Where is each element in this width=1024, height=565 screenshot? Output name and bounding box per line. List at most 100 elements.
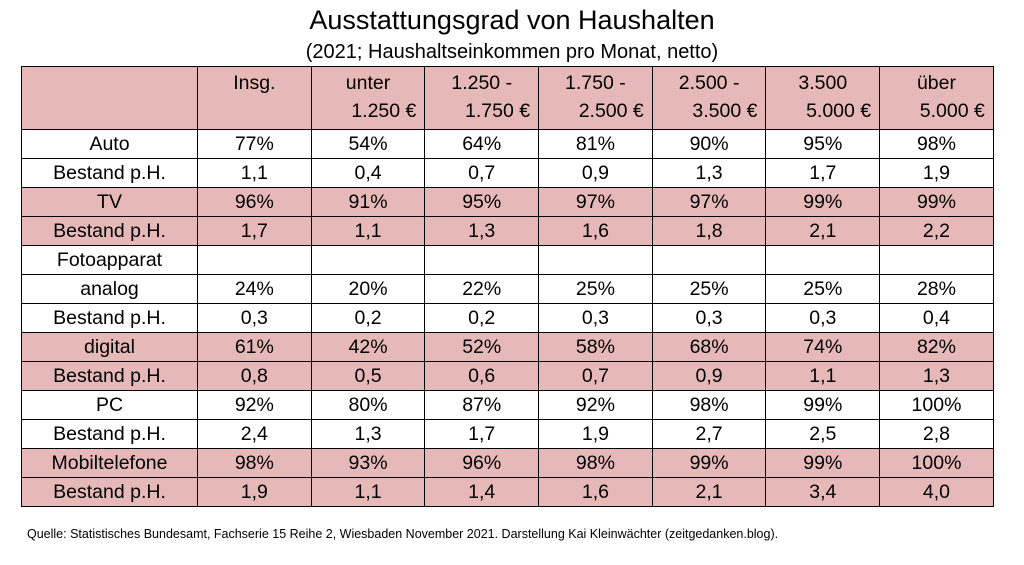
table-cell: 1,6 [538, 216, 653, 246]
table-cell: 0,7 [538, 361, 653, 391]
data-table: Insg. unter 1.250 € 1.250 - 1.750 € 1.750 - 2… [21, 66, 994, 507]
table-cell: 81% [538, 129, 653, 159]
row-label: Bestand p.H. [21, 477, 198, 507]
table-cell: 25% [651, 274, 767, 304]
column-header-line1: 1.250 - [451, 72, 513, 94]
table-row: Bestand p.H. 1,1 0,4 0,7 0,9 1,3 1,7 1,9 [21, 158, 994, 188]
table-cell: 28% [879, 274, 994, 304]
table-cell: 0,3 [651, 303, 767, 333]
row-label: Bestand p.H. [21, 158, 198, 188]
table-cell: 96% [197, 187, 312, 217]
table-cell: 0,3 [765, 303, 881, 333]
column-header-line1: 3.500 [798, 72, 848, 94]
row-label: Bestand p.H. [21, 361, 198, 391]
table-cell: 0,9 [651, 361, 767, 391]
table-cell: 0,6 [424, 361, 540, 391]
table-cell: 99% [879, 187, 994, 217]
table-cell: 20% [310, 274, 426, 304]
row-label: PC [21, 390, 198, 420]
table-cell: 1,3 [651, 158, 767, 188]
table-cell: 0,2 [424, 303, 540, 333]
column-header: unter 1.250 € [310, 66, 426, 130]
column-header-line2: 2.500 € [578, 100, 644, 122]
table-cell [879, 245, 994, 275]
table-cell: 100% [879, 390, 994, 420]
table-cell: 99% [765, 187, 881, 217]
column-header-line2: 5.000 € [806, 100, 872, 122]
table-cell: 1,6 [538, 477, 653, 507]
table-cell: 98% [538, 448, 653, 478]
table-cell: 4,0 [879, 477, 994, 507]
table-cell: 99% [765, 448, 881, 478]
row-label: Bestand p.H. [21, 419, 198, 449]
table-row: Bestand p.H. 1,7 1,1 1,3 1,6 1,8 2,1 2,2 [21, 216, 994, 246]
table-cell [424, 245, 540, 275]
table-cell: 87% [424, 390, 540, 420]
table-cell: 1,1 [310, 477, 426, 507]
table-cell: 42% [310, 332, 426, 362]
table-cell: 25% [765, 274, 881, 304]
table-cell: 0,3 [197, 303, 312, 333]
table-cell: 52% [424, 332, 540, 362]
table-cell [310, 245, 426, 275]
table-cell: 0,3 [538, 303, 653, 333]
column-header-line1: über [916, 72, 956, 94]
table-row: analog 24% 20% 22% 25% 25% 25% 28% [21, 274, 994, 304]
table-cell: 0,2 [310, 303, 426, 333]
table-cell: 2,4 [197, 419, 312, 449]
table-cell: 1,7 [197, 216, 312, 246]
table-cell: 1,3 [310, 419, 426, 449]
table-cell: 1,8 [651, 216, 767, 246]
column-header-line2: 3.500 € [692, 100, 758, 122]
table-cell: 2,8 [879, 419, 994, 449]
table-cell: 97% [538, 187, 653, 217]
column-header: 2.500 - 3.500 € [651, 66, 767, 130]
table-cell: 22% [424, 274, 540, 304]
table-cell: 1,9 [197, 477, 312, 507]
table-cell: 77% [197, 129, 312, 159]
header-corner-cell [21, 66, 198, 130]
table-cell: 82% [879, 332, 994, 362]
table-cell: 96% [424, 448, 540, 478]
chart-title: Ausstattungsgrad von Haushalten [309, 5, 715, 35]
table-cell: 1,9 [538, 419, 653, 449]
chart-subtitle: (2021; Haushaltseinkommen pro Monat, net… [305, 41, 719, 63]
table-cell: 2,2 [879, 216, 994, 246]
column-header: über 5.000 € [879, 66, 994, 130]
table-cell: 99% [765, 390, 881, 420]
column-header: Insg. [197, 66, 312, 130]
table-row: Bestand p.H. 0,3 0,2 0,2 0,3 0,3 0,3 0,4 [21, 303, 994, 333]
table-cell: 97% [651, 187, 767, 217]
table-cell: 0,8 [197, 361, 312, 391]
row-label: digital [21, 332, 198, 362]
table-cell [651, 245, 767, 275]
table-cell: 1,7 [765, 158, 881, 188]
table-cell: 98% [879, 129, 994, 159]
column-header-line2: 5.000 € [919, 100, 985, 122]
table-cell: 100% [879, 448, 994, 478]
table-cell: 95% [765, 129, 881, 159]
row-label: Bestand p.H. [21, 303, 198, 333]
row-label: TV [21, 187, 198, 217]
table-row: Mobiltelefone 98% 93% 96% 98% 99% 99% 100% [21, 448, 994, 478]
table-cell: 95% [424, 187, 540, 217]
table-cell: 1,7 [424, 419, 540, 449]
header-row: Insg. unter 1.250 € 1.250 - 1.750 € 1.750 - 2… [21, 66, 994, 130]
column-header-line1: Insg. [233, 72, 276, 94]
table-cell: 24% [197, 274, 312, 304]
table-cell: 90% [651, 129, 767, 159]
source-note: Quelle: Statistisches Bundesamt, Fachser… [27, 527, 779, 541]
table-cell: 54% [310, 129, 426, 159]
table-cell: 1,1 [197, 158, 312, 188]
table-cell: 25% [538, 274, 653, 304]
table-row: Auto 77% 54% 64% 81% 90% 95% 98% [21, 129, 994, 159]
row-label: Mobiltelefone [21, 448, 198, 478]
column-header-line1: unter [345, 72, 391, 94]
table-cell: 1,1 [310, 216, 426, 246]
column-header-line1: 1.750 - [565, 72, 626, 94]
table-row: digital 61% 42% 52% 58% 68% 74% 82% [21, 332, 994, 362]
table-cell: 61% [197, 332, 312, 362]
table-cell: 0,4 [879, 303, 994, 333]
table-cell: 1,3 [879, 361, 994, 391]
table-cell: 1,4 [424, 477, 540, 507]
